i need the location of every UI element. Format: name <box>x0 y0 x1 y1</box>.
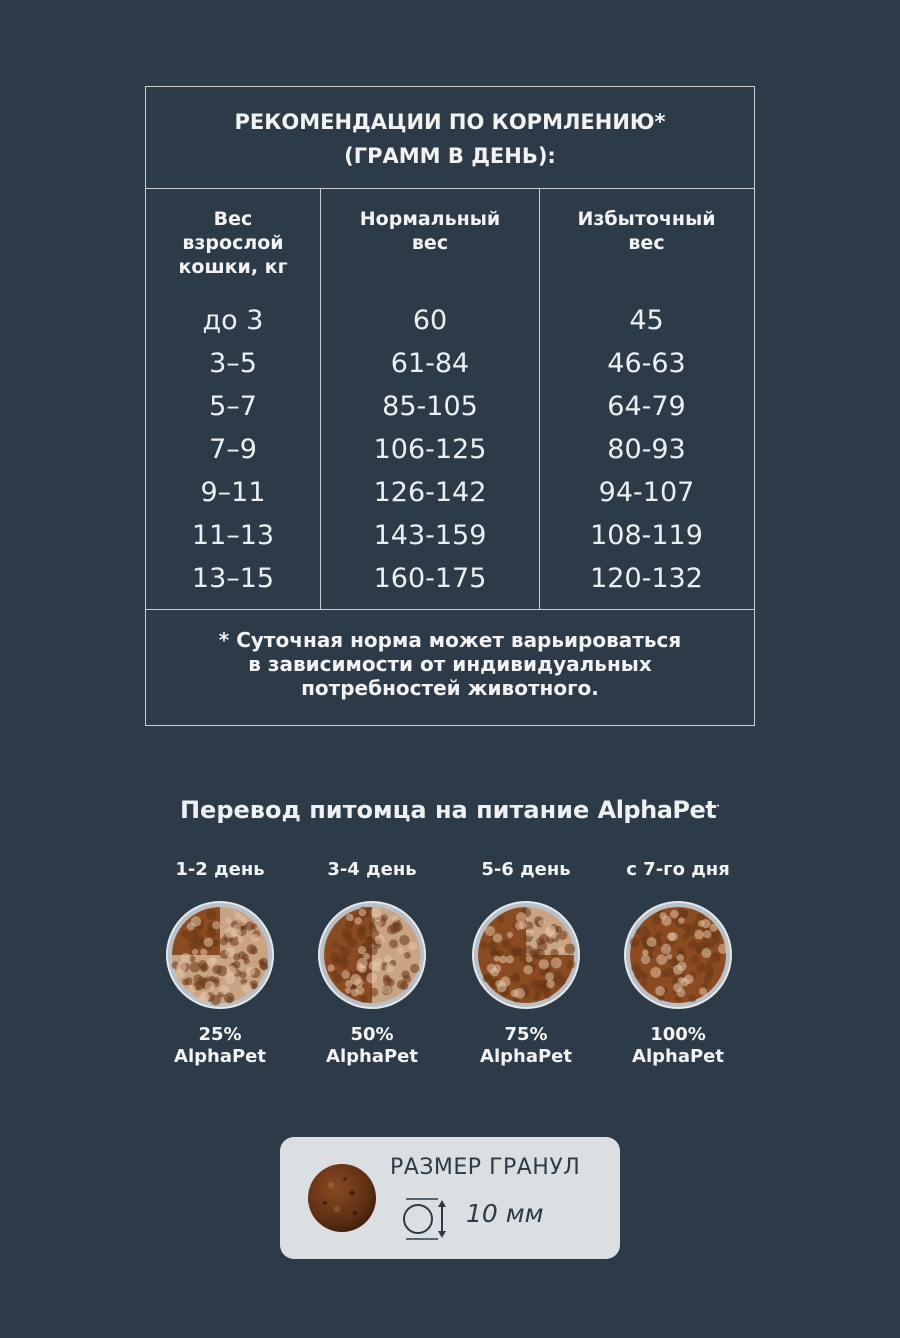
stage-3: 5-6 день 75% AlphaPet <box>446 858 606 1068</box>
table-cell: 85-105 <box>382 391 478 422</box>
header-line: вес <box>411 232 449 254</box>
stage-1: 1-2 день 25% AlphaPet <box>140 858 300 1068</box>
table-cell: 9–11 <box>200 477 266 508</box>
percent-value: 50% <box>350 1024 394 1045</box>
table-cell: 3–5 <box>209 348 257 379</box>
table-cell: 46-63 <box>607 348 686 379</box>
table-cell: 160-175 <box>373 563 487 594</box>
stage-percent: 25% AlphaPet <box>140 1024 300 1068</box>
column-divider <box>539 189 540 609</box>
granule-icon <box>307 1163 377 1233</box>
table-cell: 94-107 <box>598 477 695 508</box>
header-line: вес <box>628 232 665 254</box>
table-cell: 11–13 <box>191 520 275 551</box>
diameter-icon <box>403 1198 446 1240</box>
stage-percent: 50% AlphaPet <box>292 1024 452 1068</box>
granule-size-value: 10 мм <box>466 1199 544 1228</box>
footnote-line: потребностей животного. <box>301 676 599 700</box>
table-cell: 80-93 <box>607 434 686 465</box>
column-header: Нормальный вес <box>321 207 539 299</box>
stage-2: 3-4 день 50% AlphaPet <box>292 858 452 1068</box>
table-cell: 64-79 <box>607 391 686 422</box>
feeding-table: РЕКОМЕНДАЦИИ ПО КОРМЛЕНИЮ* (ГРАММ В ДЕНЬ… <box>145 86 755 726</box>
brand-logo: AlphaPet <box>597 796 717 824</box>
percent-brand: AlphaPet <box>326 1046 418 1067</box>
header-line: Вес <box>213 208 253 230</box>
header-line: Нормальный <box>359 208 501 230</box>
granule-size-card: РАЗМЕР ГРАНУЛ 10 мм <box>280 1137 620 1259</box>
table-cell: 45 <box>629 305 664 336</box>
header-line: взрослой <box>182 232 284 254</box>
table-cell: 5–7 <box>209 391 257 422</box>
transfer-title-text: Перевод питомца на питание <box>179 796 590 824</box>
table-cell: 143-159 <box>373 520 487 551</box>
percent-brand: AlphaPet <box>632 1046 724 1067</box>
percent-brand: AlphaPet <box>480 1046 572 1067</box>
transfer-stages: 1-2 день 25% AlphaPet 3-4 день 50% Alpha… <box>0 858 900 1068</box>
stage-percent: 75% AlphaPet <box>446 1024 606 1068</box>
stage-day: 5-6 день <box>481 859 571 880</box>
granule-title: РАЗМЕР ГРАНУЛ <box>390 1155 581 1180</box>
stage-day: с 7-го дня <box>626 859 730 880</box>
column-header: Избыточный вес <box>540 207 753 299</box>
kibble-bowl-icon <box>165 900 275 1010</box>
transfer-title: Перевод питомца на питание AlphaPet· <box>0 796 900 824</box>
feeding-table-title: РЕКОМЕНДАЦИИ ПО КОРМЛЕНИЮ* (ГРАММ В ДЕНЬ… <box>146 87 754 189</box>
table-cell: 60 <box>412 305 448 336</box>
table-cell: 13–15 <box>191 563 275 594</box>
column-header: Вес взрослой кошки, кг <box>146 207 320 299</box>
feeding-footnote: * Суточная норма может варьироваться в з… <box>146 609 754 725</box>
column-divider <box>320 189 321 609</box>
percent-brand: AlphaPet <box>174 1046 266 1067</box>
table-cell: 106-125 <box>373 434 487 465</box>
percent-value: 25% <box>198 1024 242 1045</box>
kibble-bowl-icon <box>623 900 733 1010</box>
brand-mark: · <box>716 801 721 812</box>
header-line: кошки, кг <box>178 256 288 278</box>
title-line-1: РЕКОМЕНДАЦИИ ПО КОРМЛЕНИЮ* <box>234 110 666 134</box>
column-overweight: Избыточный вес 45 46-63 64-79 80-93 94-1… <box>540 189 753 609</box>
column-cat-weight: Вес взрослой кошки, кг до 3 3–5 5–7 7–9 … <box>146 189 320 609</box>
footnote-line: * Суточная норма может варьироваться <box>218 628 682 652</box>
title-line-2: (ГРАММ В ДЕНЬ): <box>344 144 556 168</box>
header-line: Избыточный <box>577 208 716 230</box>
granule-size: 10 мм <box>398 1195 608 1240</box>
stage-4: с 7-го дня 100% AlphaPet <box>598 858 758 1068</box>
table-cell: 108-119 <box>590 520 703 551</box>
kibble-bowl-icon <box>317 900 427 1010</box>
footnote-line: в зависимости от индивидуальных <box>248 652 652 676</box>
percent-value: 75% <box>504 1024 548 1045</box>
table-cell: 61-84 <box>390 348 470 379</box>
kibble-bowl-icon <box>471 900 581 1010</box>
table-cell: 126-142 <box>373 477 487 508</box>
percent-value: 100% <box>650 1024 706 1045</box>
table-cell: 7–9 <box>209 434 257 465</box>
stage-percent: 100% AlphaPet <box>598 1024 758 1068</box>
stage-day: 3-4 день <box>327 859 417 880</box>
table-cell: до 3 <box>202 305 264 336</box>
column-normal-weight: Нормальный вес 60 61-84 85-105 106-125 1… <box>321 189 539 609</box>
table-cell: 120-132 <box>590 563 703 594</box>
stage-day: 1-2 день <box>175 859 265 880</box>
